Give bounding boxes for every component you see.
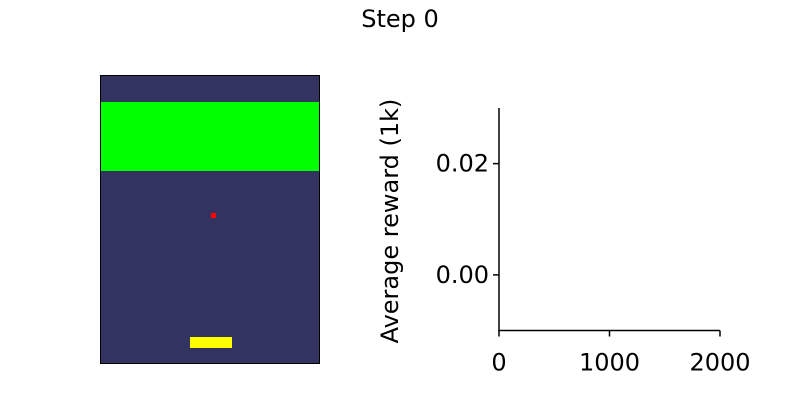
- brick-wall: [101, 102, 319, 171]
- ball: [211, 213, 216, 218]
- y-tick-label: 0.02: [436, 150, 489, 178]
- x-tick-label: 1000: [579, 349, 640, 377]
- step-title: Step 0: [361, 5, 439, 33]
- paddle: [190, 337, 232, 348]
- x-tick-label: 2000: [689, 349, 750, 377]
- y-axis-label: Average reward (1k): [376, 99, 404, 344]
- y-tick-label: 0.00: [436, 261, 489, 289]
- game-screen: [100, 75, 320, 364]
- x-tick-label: 0: [491, 349, 506, 377]
